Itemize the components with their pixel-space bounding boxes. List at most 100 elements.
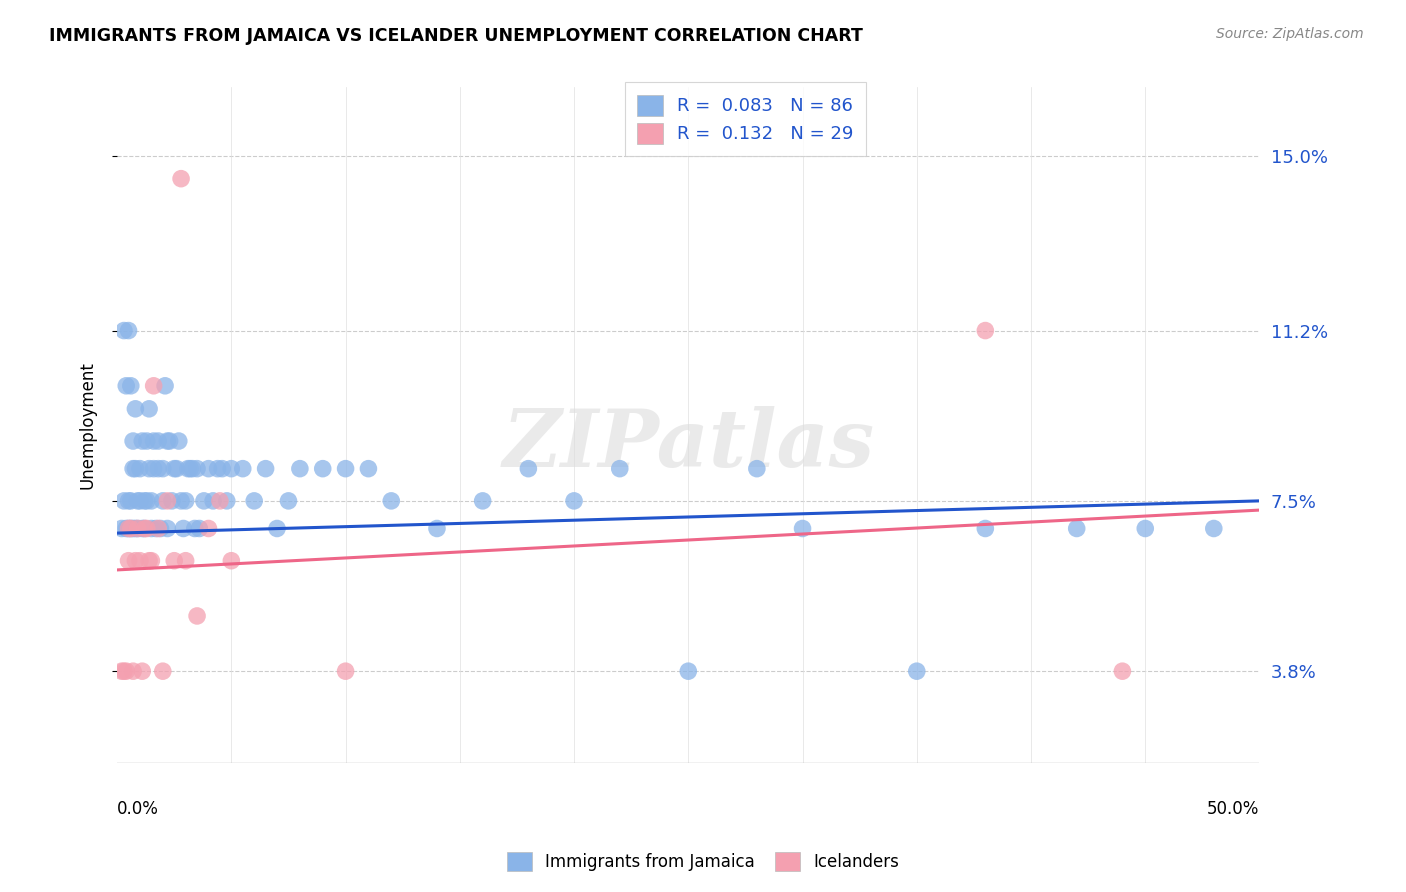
- Point: [131, 664, 153, 678]
- Point: [197, 521, 219, 535]
- Point: [112, 324, 135, 338]
- Point: [138, 401, 160, 416]
- Point: [156, 521, 179, 535]
- Point: [288, 461, 311, 475]
- Point: [138, 461, 160, 475]
- Point: [974, 521, 997, 535]
- Point: [122, 434, 145, 448]
- Point: [115, 379, 138, 393]
- Point: [792, 521, 814, 535]
- Point: [266, 521, 288, 535]
- Point: [177, 461, 200, 475]
- Point: [122, 521, 145, 535]
- Point: [117, 521, 139, 535]
- Point: [163, 554, 186, 568]
- Text: ZIPatlas: ZIPatlas: [502, 407, 875, 484]
- Point: [152, 494, 174, 508]
- Point: [1202, 521, 1225, 535]
- Point: [142, 379, 165, 393]
- Point: [117, 324, 139, 338]
- Point: [117, 554, 139, 568]
- Point: [221, 461, 243, 475]
- Point: [179, 461, 201, 475]
- Point: [120, 521, 142, 535]
- Point: [120, 494, 142, 508]
- Point: [127, 521, 149, 535]
- Point: [156, 434, 179, 448]
- Text: IMMIGRANTS FROM JAMAICA VS ICELANDER UNEMPLOYMENT CORRELATION CHART: IMMIGRANTS FROM JAMAICA VS ICELANDER UNE…: [49, 27, 863, 45]
- Point: [159, 434, 181, 448]
- Point: [122, 664, 145, 678]
- Point: [111, 521, 134, 535]
- Point: [232, 461, 254, 475]
- Point: [156, 494, 179, 508]
- Point: [134, 521, 156, 535]
- Point: [149, 521, 172, 535]
- Point: [120, 379, 142, 393]
- Point: [186, 609, 208, 624]
- Point: [517, 461, 540, 475]
- Point: [115, 664, 138, 678]
- Point: [905, 664, 928, 678]
- Point: [134, 521, 156, 535]
- Point: [380, 494, 402, 508]
- Point: [211, 461, 233, 475]
- Point: [174, 554, 197, 568]
- Point: [112, 494, 135, 508]
- Text: 50.0%: 50.0%: [1208, 800, 1260, 819]
- Point: [117, 494, 139, 508]
- Point: [111, 664, 134, 678]
- Point: [167, 434, 190, 448]
- Point: [160, 494, 183, 508]
- Point: [127, 521, 149, 535]
- Point: [153, 379, 176, 393]
- Point: [277, 494, 299, 508]
- Point: [115, 521, 138, 535]
- Point: [208, 494, 231, 508]
- Point: [207, 461, 229, 475]
- Point: [186, 461, 208, 475]
- Point: [188, 521, 211, 535]
- Point: [193, 494, 215, 508]
- Point: [148, 461, 170, 475]
- Point: [138, 554, 160, 568]
- Text: 0.0%: 0.0%: [117, 800, 159, 819]
- Point: [129, 494, 152, 508]
- Point: [141, 554, 163, 568]
- Point: [124, 461, 146, 475]
- Text: Source: ZipAtlas.com: Source: ZipAtlas.com: [1216, 27, 1364, 41]
- Point: [197, 461, 219, 475]
- Point: [202, 494, 225, 508]
- Point: [562, 494, 585, 508]
- Point: [170, 494, 193, 508]
- Point: [135, 494, 157, 508]
- Point: [112, 664, 135, 678]
- Point: [124, 401, 146, 416]
- Point: [135, 521, 157, 535]
- Point: [1066, 521, 1088, 535]
- Point: [152, 664, 174, 678]
- Point: [174, 494, 197, 508]
- Point: [426, 521, 449, 535]
- Point: [148, 521, 170, 535]
- Point: [312, 461, 335, 475]
- Point: [335, 461, 357, 475]
- Point: [148, 434, 170, 448]
- Point: [122, 461, 145, 475]
- Point: [471, 494, 494, 508]
- Point: [152, 461, 174, 475]
- Point: [124, 554, 146, 568]
- Legend: R =  0.083   N = 86, R =  0.132   N = 29: R = 0.083 N = 86, R = 0.132 N = 29: [624, 82, 866, 156]
- Point: [134, 494, 156, 508]
- Point: [117, 521, 139, 535]
- Point: [166, 461, 188, 475]
- Point: [163, 461, 186, 475]
- Point: [254, 461, 277, 475]
- Y-axis label: Unemployment: Unemployment: [79, 361, 96, 489]
- Point: [357, 461, 380, 475]
- Point: [974, 324, 997, 338]
- Point: [609, 461, 631, 475]
- Point: [129, 554, 152, 568]
- Point: [1135, 521, 1157, 535]
- Point: [120, 521, 142, 535]
